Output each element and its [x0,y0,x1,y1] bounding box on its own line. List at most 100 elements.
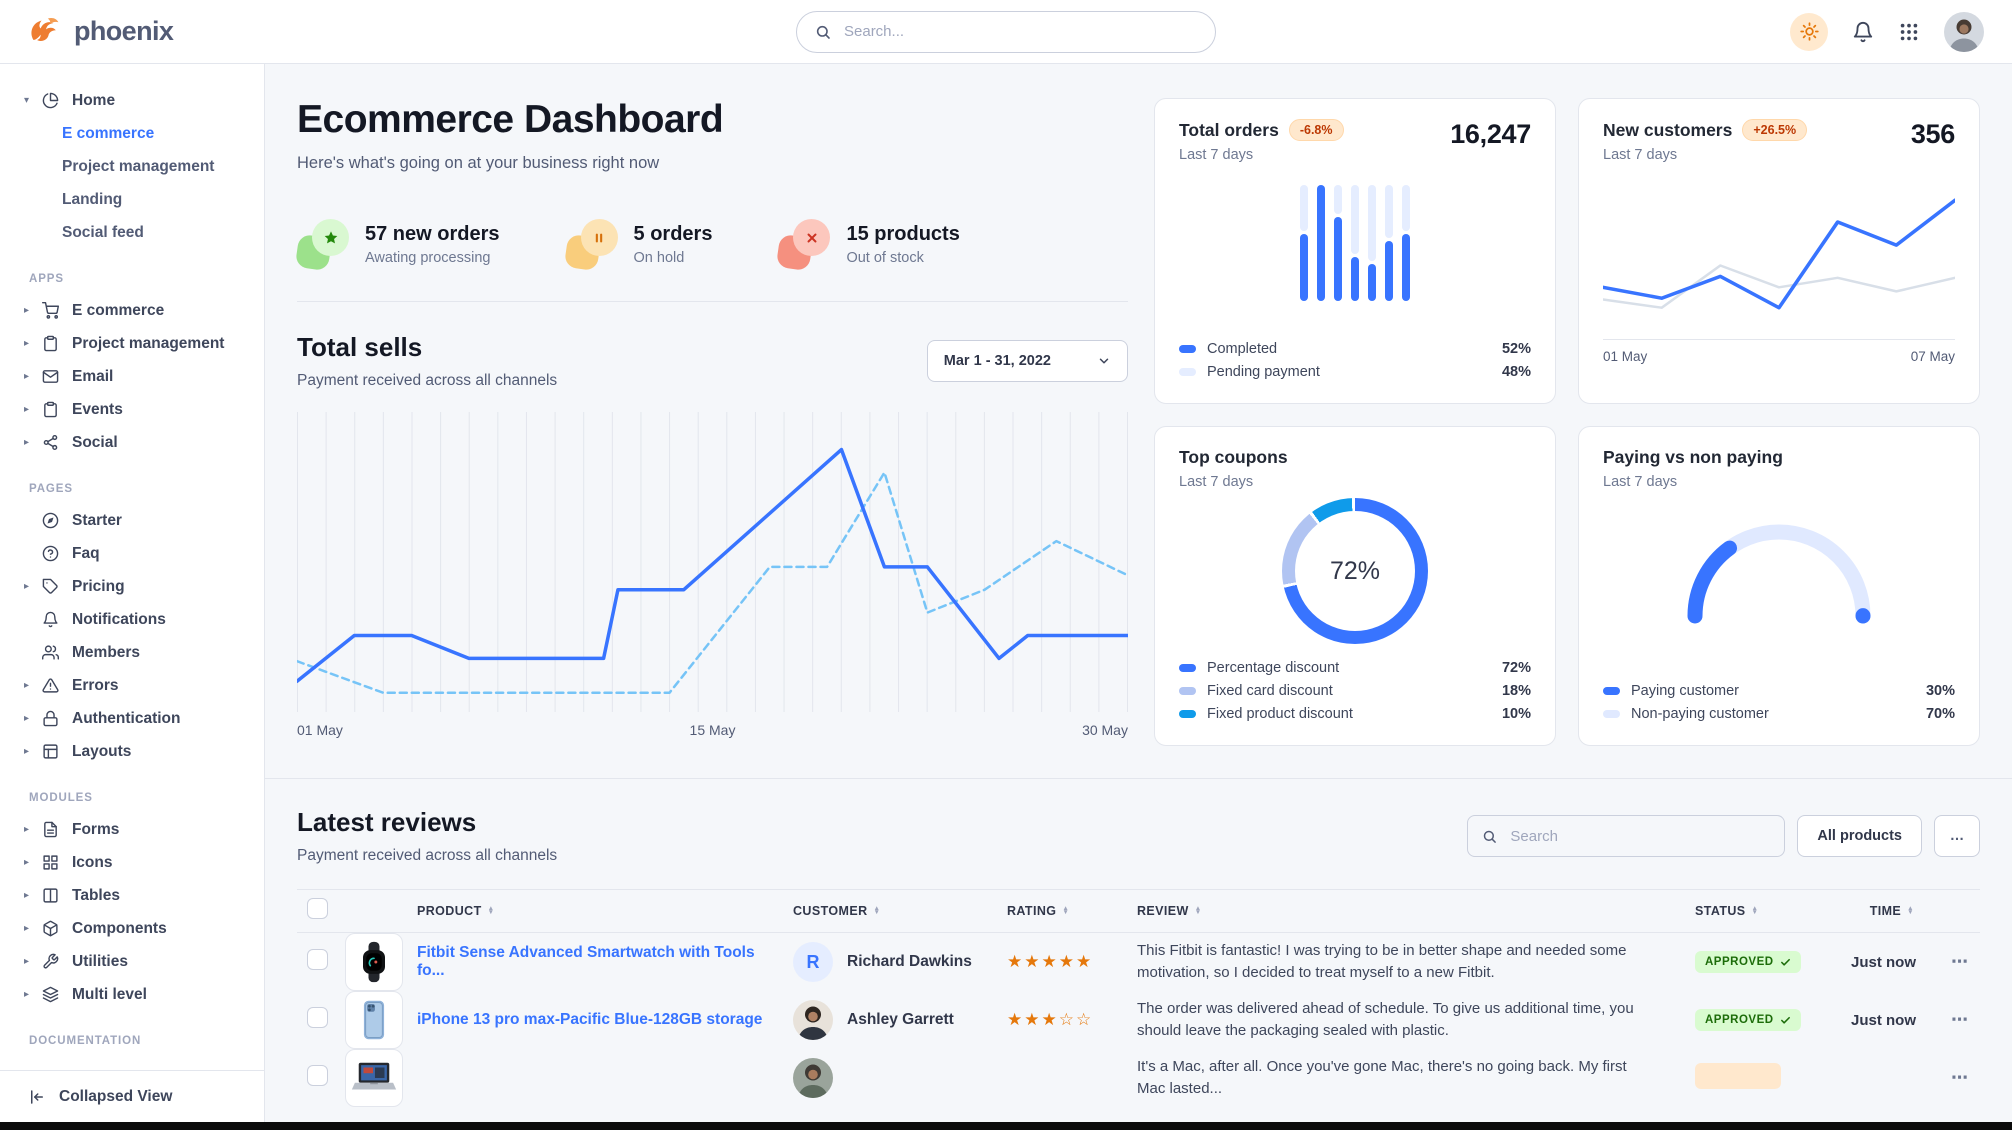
sidebar-subitem-project-management[interactable]: Project management [62,157,215,175]
sidebar-item-label: Starter [72,511,122,529]
reviews-search-input[interactable] [1508,826,1771,846]
sidebar-item-pricing[interactable]: ▸ Pricing [0,570,264,603]
product-thumbnail[interactable] [345,991,403,1049]
chevron-right-icon: ▸ [24,923,30,934]
stat-value: 5 orders [633,222,713,245]
sidebar-item-project-management[interactable]: ▸ Project management [0,327,264,360]
paying-vs-nonpaying-card: Paying vs non paying Last 7 days Paying … [1578,426,1980,746]
chevron-right-icon: ▸ [24,857,30,868]
sidebar-subitem-social-feed[interactable]: Social feed [62,223,144,241]
product-link[interactable]: iPhone 13 pro max-Pacific Blue-128GB sto… [417,1011,763,1028]
sidebar-item-forms[interactable]: ▸ Forms [0,813,264,846]
customer-avatar[interactable]: R [793,942,833,982]
customer-cell [777,1058,987,1098]
select-all-checkbox[interactable] [307,898,328,919]
column-header-time[interactable]: TIME ▲ ▼ [1850,904,1940,918]
column-header-label: STATUS [1695,904,1746,918]
top-coupons-period: Last 7 days [1179,474,1254,490]
sidebar-item-multi-level[interactable]: ▸ Multi level [0,978,264,1011]
user-avatar[interactable] [1944,11,1984,52]
dashboard-left-column: Ecommerce Dashboard Here's what's going … [294,98,1130,746]
sidebar-item-starter[interactable]: Starter [0,504,264,537]
column-header-customer[interactable]: CUSTOMER ▲ ▼ [777,904,987,918]
review-cell: The order was delivered ahead of schedul… [1137,998,1695,1042]
legend-value: 10% [1501,705,1531,722]
bar-day-3 [1334,185,1342,301]
top-coupons-title: Top coupons [1179,447,1288,467]
total-orders-change-badge: -6.8% [1288,119,1344,141]
product-image-cell [345,991,417,1049]
pause-icon [580,219,618,256]
customer-avatar[interactable] [793,1058,833,1098]
sidebar-item-notifications[interactable]: Notifications [0,603,264,636]
bell-icon [42,611,59,628]
sidebar-subitem-landing[interactable]: Landing [62,190,123,208]
reviews-title: Latest reviews [297,807,477,837]
new-customers-value: 356 [1910,119,1955,149]
theme-toggle-button[interactable] [1790,12,1828,51]
product-thumbnail[interactable] [345,933,403,991]
sidebar-item-icons[interactable]: ▸ Icons [0,846,264,879]
sidebar-item-faq[interactable]: Faq [0,537,264,570]
column-header-product[interactable]: PRODUCT ▲ ▼ [417,904,777,918]
status-cell: APPROVED [1695,1009,1850,1031]
all-products-button[interactable]: All products [1797,815,1922,857]
total-orders-card: Total orders -6.8% Last 7 days 16,247 Co… [1154,98,1556,404]
column-header-rating[interactable]: RATING ▲ ▼ [987,904,1137,918]
sidebar-item-email[interactable]: ▸ Email [0,360,264,393]
column-header-status[interactable]: STATUS ▲ ▼ [1695,904,1850,918]
check-icon [1780,1016,1790,1024]
customer-cell: R Richard Dawkins [777,942,987,982]
customer-avatar[interactable] [793,1000,833,1040]
status-cell: APPROVED [1695,951,1850,973]
stat-sublabel: Awating processing [365,249,491,266]
new-customers-title: New customers [1603,119,1733,140]
customer-name: Richard Dawkins [847,953,972,970]
review-text: It's a Mac, after all. Once you've gone … [1137,1058,1627,1097]
date-range-select[interactable]: Mar 1 - 31, 2022 [926,340,1128,382]
sidebar-item-utilities[interactable]: ▸ Utilities [0,945,264,978]
row-menu-button[interactable]: ⋯ [1951,952,1969,971]
sidebar-item-authentication[interactable]: ▸ Authentication [0,702,264,735]
sidebar-item-events[interactable]: ▸ Events [0,393,264,426]
sidebar-item-tables[interactable]: ▸ Tables [0,879,264,912]
sort-icon: ▲ ▼ [873,905,881,916]
reviews-more-button[interactable]: … [1934,815,1980,857]
legend-value: 48% [1501,363,1531,380]
row-checkbox[interactable] [307,949,328,970]
sidebar-item-home[interactable]: ▾ Home [0,84,264,117]
sidebar-item-layouts[interactable]: ▸ Layouts [0,735,264,768]
legend-value: 70% [1925,705,1955,722]
time-cell: Just now [1850,953,1916,971]
collapse-sidebar-button[interactable]: Collapsed View [0,1070,264,1122]
x-axis-label: 30 May [1082,722,1128,738]
row-menu-button[interactable]: ⋯ [1951,1010,1969,1029]
product-thumbnail[interactable] [345,1049,403,1107]
rating-stars: ★★★☆☆ [1007,1010,1094,1029]
notifications-button[interactable] [1852,21,1874,43]
product-link[interactable]: Fitbit Sense Advanced Smartwatch with To… [417,944,755,979]
sidebar-item-social[interactable]: ▸ Social [0,426,264,459]
chevron-right-icon: ▸ [24,404,30,415]
sidebar-item-e-commerce[interactable]: ▸ E commerce [0,294,264,327]
status-label: APPROVED [1705,1014,1774,1026]
legend-swatch [1179,663,1196,672]
row-checkbox[interactable] [307,1007,328,1028]
global-search[interactable] [796,10,1216,53]
global-search-input[interactable] [842,22,1197,41]
legend-item: Fixed card discount 18% [1179,679,1531,702]
apps-grid-button[interactable] [1898,21,1920,43]
row-menu-button[interactable]: ⋯ [1951,1068,1969,1087]
legend-label: Completed [1207,340,1278,357]
row-checkbox[interactable] [307,1065,328,1086]
column-header-review[interactable]: REVIEW ▲ ▼ [1137,904,1695,918]
sidebar-subitem-e-commerce[interactable]: E commerce [62,124,155,142]
sidebar-item-errors[interactable]: ▸ Errors [0,669,264,702]
brand[interactable]: phoenix [28,16,174,48]
legend-item: Percentage discount 72% [1179,656,1531,679]
sidebar-item-components[interactable]: ▸ Components [0,912,264,945]
reviews-search[interactable] [1467,815,1786,857]
row-select-cell [297,1065,345,1091]
lock-icon [42,710,59,727]
sidebar-item-members[interactable]: Members [0,636,264,669]
